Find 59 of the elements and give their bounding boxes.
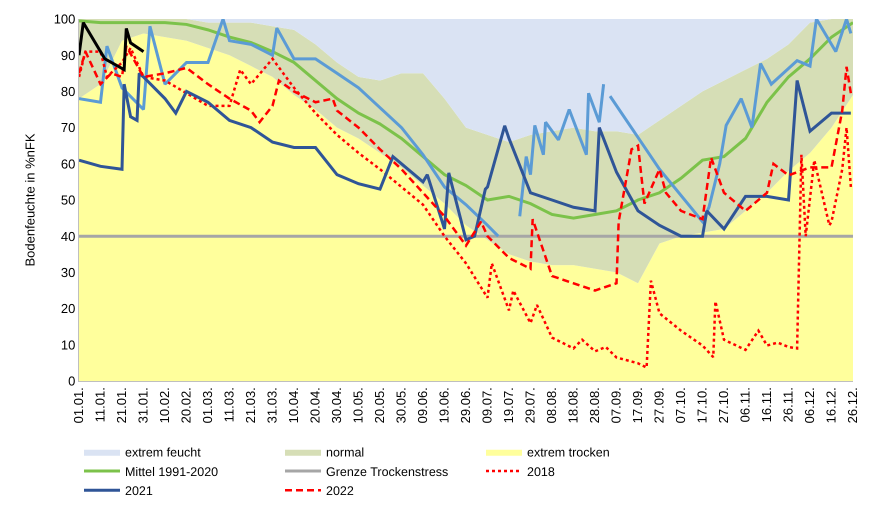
y-tick-label: 80 [60,84,76,99]
x-tick-label: 06.11. [738,387,753,422]
y-tick-label: 100 [54,12,76,27]
legend-label: Grenze Trockenstress [326,464,448,479]
x-tick-label: 16.12. [824,387,839,424]
line-series [79,21,145,72]
x-tick-label: 17.09. [630,387,646,424]
x-tick-label: 30.04. [329,387,344,424]
x-tick-label: 29.07. [522,387,538,424]
y-tick-label: 90 [60,48,76,63]
y-tick-label: 10 [60,337,76,352]
x-tick-label: 07.09. [608,387,624,424]
x-tick-label: 31.01. [136,387,151,424]
x-tick-label: 28.08. [587,387,602,424]
x-tick-label: 31.03. [264,387,280,424]
x-tick-label: 18.08. [566,387,581,424]
legend-label: 2018 [527,464,555,479]
x-tick-label: 06.12. [802,387,818,424]
y-tick-label: 60 [60,156,76,172]
x-tick-label: 21.01. [114,387,130,424]
y-tick-label: 40 [60,228,76,244]
x-tick-label: 09.07. [480,387,495,424]
x-tick-label: 26.11. [780,387,796,422]
x-tick-label: 26.12. [845,387,860,424]
x-tick-label: 21.03. [243,387,258,424]
x-tick-label: 10.04. [286,387,302,424]
y-tick-label: 50 [60,192,76,208]
x-tick-label: 27.09. [652,387,667,424]
x-tick-label: 01.03. [200,387,216,424]
x-tick-label: 27.10. [716,387,732,424]
x-tick-label: 19.06. [436,387,452,424]
x-tick-label: 16.11. [759,387,774,422]
legend-label: extrem feucht [125,446,202,460]
x-tick-label: 10.05. [350,387,366,424]
line-series [79,72,852,242]
y-tick-label: 30 [60,264,76,280]
x-tick-label: 08.08. [544,387,560,424]
legend-label: 2021 [125,484,153,498]
x-tick-label: 30.05. [394,387,409,424]
x-tick-label: 20.05. [372,387,388,424]
x-tick-label: 11.03. [222,387,237,422]
x-tick-label: 01.01. [71,387,86,424]
legend-label: extrem trocken [527,446,610,460]
legend-label: Mittel 1991-2020 [125,464,218,479]
x-tick-label: 19.07. [501,387,516,424]
x-tick-label: 09.06. [415,387,430,424]
legend-label: 2022 [326,484,354,498]
legend-label: normal [326,446,364,460]
x-tick-label: 10.02. [157,387,172,424]
x-tick-label: 07.10. [673,387,688,424]
x-tick-label: 20.04. [308,387,323,424]
y-tick-label: 70 [60,120,76,136]
x-tick-label: 29.06. [458,387,474,424]
x-tick-label: 20.02. [178,387,194,424]
y-tick-label: 0 [68,374,76,389]
y-axis-title: Bodenfeuchte in %nFK [22,133,38,266]
y-tick-label: 20 [60,301,76,316]
x-tick-label: 17.10. [694,387,710,424]
x-tick-label: 11.01. [92,387,108,422]
